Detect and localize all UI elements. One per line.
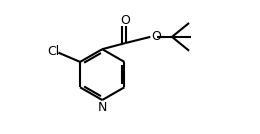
Text: O: O [151,30,161,43]
Text: O: O [121,14,131,27]
Text: N: N [98,101,107,114]
Text: Cl: Cl [47,45,59,58]
